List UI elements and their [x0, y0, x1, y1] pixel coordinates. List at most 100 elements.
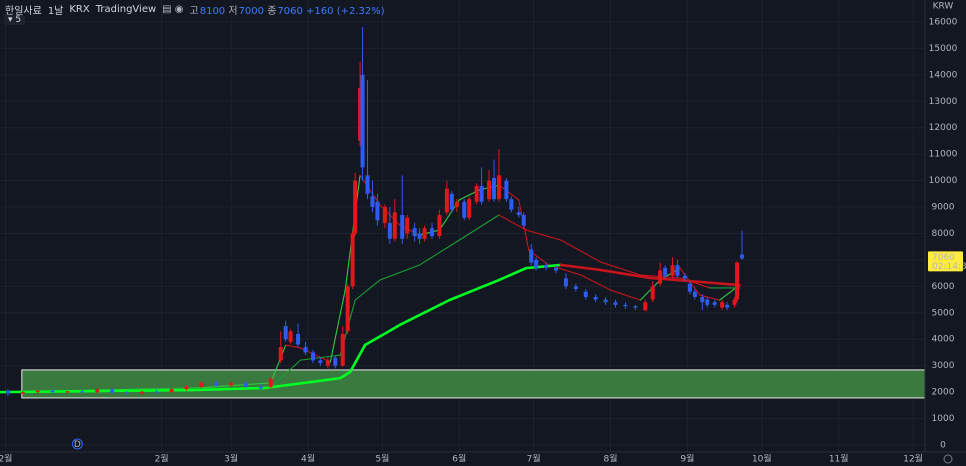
- ribbon-segment: [329, 289, 346, 363]
- candle-body: [487, 180, 492, 200]
- candle-body: [184, 386, 189, 389]
- candle-body: [712, 302, 717, 305]
- ribbon-segment: [639, 279, 661, 301]
- x-tick-label: 4월: [301, 453, 315, 465]
- price-tag: [928, 251, 963, 272]
- candle-body: [95, 389, 100, 393]
- symbol[interactable]: 한일사료: [5, 6, 42, 17]
- low-label: 저: [228, 6, 238, 17]
- candle-body: [650, 286, 655, 300]
- ribbon-segment: [599, 268, 652, 280]
- candle-body: [412, 228, 417, 237]
- candle-body: [278, 347, 283, 361]
- x-tick-label: 3월: [224, 453, 238, 465]
- candle-body: [350, 233, 355, 287]
- ribbon-segment: [524, 263, 563, 270]
- candle-body: [509, 199, 514, 210]
- ribbon-segment: [338, 370, 352, 380]
- candle-body: [544, 265, 549, 268]
- y-tick-label: 10000: [929, 176, 958, 186]
- ribbon-segment: [309, 376, 342, 384]
- candle-body: [504, 180, 509, 200]
- ribbon-segment: [379, 264, 421, 281]
- candle-body: [563, 278, 568, 287]
- price-tag-countdown: 02:14:31: [932, 262, 966, 272]
- y-tick-label: 16000: [929, 17, 958, 27]
- x-tick-label: 5월: [375, 453, 389, 465]
- candle-body: [613, 302, 618, 305]
- candle-body: [449, 193, 454, 210]
- candle-body: [422, 228, 427, 239]
- candle-body: [387, 222, 392, 239]
- candle-body: [725, 304, 730, 308]
- candle-body: [553, 267, 558, 271]
- candle-body: [296, 333, 301, 345]
- y-tick-label: 9000: [932, 203, 955, 213]
- close-value: 7060: [277, 6, 303, 17]
- candle-body: [658, 270, 663, 284]
- ribbon-segment: [419, 239, 460, 266]
- ribbon-segment: [348, 343, 367, 374]
- candle-body: [462, 201, 467, 218]
- source: TradingView: [95, 4, 157, 15]
- candle-body: [400, 214, 405, 239]
- y-tick-label: 12000: [929, 123, 958, 133]
- candle-body: [467, 199, 472, 218]
- y-tick-label: 2000: [932, 388, 955, 398]
- x-tick-label: 10월: [752, 453, 772, 465]
- interval-badge[interactable]: ▾ 5: [4, 15, 26, 25]
- candle-body: [417, 233, 422, 239]
- x-tick-label: 8월: [604, 453, 618, 465]
- candle-body: [382, 207, 387, 223]
- candle-body: [700, 296, 705, 303]
- candle-body: [169, 388, 174, 393]
- candle-body: [735, 262, 740, 300]
- candle-body: [429, 228, 434, 237]
- candle-body: [244, 382, 249, 387]
- candle-body: [739, 254, 744, 259]
- ribbon-segment: [498, 214, 527, 231]
- candle-body: [474, 185, 479, 202]
- candle-body: [20, 392, 25, 394]
- candle-body: [288, 331, 293, 342]
- candle-body: [370, 196, 375, 208]
- candle-body: [365, 175, 370, 194]
- candle-body: [154, 391, 159, 393]
- y-tick-label: 15000: [929, 44, 958, 54]
- ribbon-segment: [448, 278, 501, 302]
- ribbon-segment: [498, 184, 520, 201]
- ribbon-segment: [198, 382, 272, 389]
- candle-body: [340, 333, 345, 366]
- ribbon-segment: [609, 289, 641, 301]
- candle-body: [268, 378, 273, 387]
- y-tick-label: 13000: [929, 97, 958, 107]
- candle-body: [705, 299, 710, 305]
- currency-label: KRW: [933, 2, 954, 12]
- x-tick-label: 6월: [452, 453, 466, 465]
- y-tick-label: 8000: [932, 229, 955, 239]
- ribbon-segment: [264, 380, 312, 390]
- candle-body: [139, 391, 144, 394]
- x-tick-label: 2월: [0, 453, 12, 465]
- candle-body: [633, 306, 638, 308]
- plot-area: [0, 0, 925, 452]
- candle-body: [521, 214, 526, 226]
- x-tick-label: 12월: [903, 453, 923, 465]
- candle-body: [303, 347, 308, 353]
- candle-body: [199, 382, 204, 387]
- zone-box: [21, 369, 925, 399]
- candle-body: [444, 188, 449, 213]
- settings-icon[interactable]: [943, 454, 953, 464]
- candle-body: [80, 391, 85, 393]
- low-value: 7000: [238, 6, 265, 17]
- candle-body: [675, 265, 680, 276]
- x-tick-label: 11월: [829, 453, 849, 465]
- interval[interactable]: 1날: [47, 6, 64, 17]
- icons[interactable]: ▤ ◉: [162, 4, 184, 15]
- candle-body: [573, 286, 578, 290]
- candle-body: [353, 180, 358, 234]
- candle-body: [325, 360, 330, 366]
- ribbon-segment: [648, 276, 702, 284]
- candle-body: [358, 88, 363, 141]
- candle-body: [124, 392, 129, 394]
